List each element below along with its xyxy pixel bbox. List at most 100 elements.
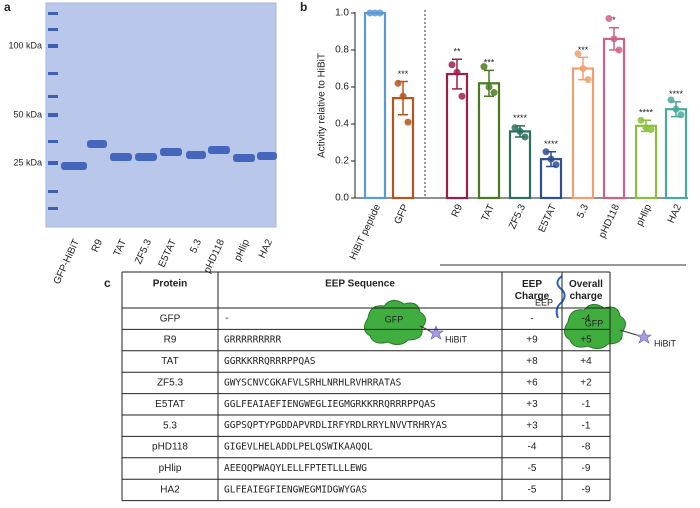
gel-band xyxy=(208,146,230,154)
table-cell: GGRKKRRQRRRPPQAS xyxy=(224,356,316,367)
bar xyxy=(508,130,532,200)
significance-label: **** xyxy=(544,139,559,149)
table-cell: GLFEAIEGFIENGWEGMIDGWYGAS xyxy=(224,484,367,495)
table-cell: +6 xyxy=(526,378,538,389)
y-tick-label: 0.4 xyxy=(335,119,349,130)
data-point xyxy=(448,61,456,69)
diagram-label: EEP xyxy=(535,297,553,307)
significance-label: *** xyxy=(578,45,589,55)
table-cell: +4 xyxy=(580,356,592,367)
data-point xyxy=(672,105,680,113)
table-header: EEP Charge xyxy=(515,279,550,302)
bar xyxy=(602,37,626,200)
lane-label: pHlip xyxy=(233,237,253,263)
table-cell: -1 xyxy=(582,399,591,410)
table-cell: HA2 xyxy=(160,485,180,496)
table-cell: GFP xyxy=(160,313,181,324)
bar xyxy=(477,82,501,200)
lane-label: HA2 xyxy=(257,237,275,260)
gel-band xyxy=(160,148,182,156)
data-point xyxy=(516,127,524,135)
data-point xyxy=(521,133,529,141)
y-tick-label: 0.2 xyxy=(335,156,349,167)
table-cell: +2 xyxy=(580,378,592,389)
table-cell: +3 xyxy=(526,399,538,410)
significance-label: ** xyxy=(453,47,461,57)
table-header: Protein xyxy=(153,279,187,290)
lane-label: E5TAT xyxy=(157,238,179,270)
panel-label: a xyxy=(4,0,11,14)
data-point xyxy=(552,161,560,169)
gel-band xyxy=(233,154,255,162)
y-axis-title: Activity relative to HiBiT xyxy=(317,53,328,158)
bar xyxy=(445,72,469,200)
table-cell: GRRRRRRRRR xyxy=(224,335,281,346)
data-point xyxy=(677,111,685,119)
data-point xyxy=(667,96,675,104)
table-cell: -9 xyxy=(582,485,591,496)
data-point xyxy=(605,15,613,23)
lane-label: TAT xyxy=(112,238,129,258)
table-cell: +9 xyxy=(526,335,538,346)
gel-band xyxy=(87,140,107,148)
table-cell: - xyxy=(224,313,230,324)
x-tick-label: HA2 xyxy=(666,202,684,225)
table-cell: pHlip xyxy=(159,463,182,474)
data-point xyxy=(394,79,402,87)
lane-label: 5.3 xyxy=(188,237,204,255)
table-cell: -9 xyxy=(582,463,591,474)
data-point xyxy=(485,83,493,91)
x-tick-label: GFP xyxy=(392,202,411,226)
data-point xyxy=(404,118,412,126)
panel-label: b xyxy=(300,0,307,14)
ladder xyxy=(48,12,58,210)
table-cell: GGLFEAIAEFIENGWEGLIEGMGRKKRRQRRRPPQAS xyxy=(224,399,436,410)
data-point xyxy=(371,9,379,17)
table-cell: -1 xyxy=(582,420,591,431)
table-cell: 5.3 xyxy=(163,420,177,431)
x-tick-label: pHD118 xyxy=(597,202,622,240)
table-cell: R9 xyxy=(164,335,177,346)
bar xyxy=(664,108,688,200)
gel-band xyxy=(135,153,157,161)
table-header: Overall charge xyxy=(569,279,603,302)
table-cell: GWYSCNVCGKAFVLSRHLNRHLRVHRRATAS xyxy=(224,377,402,388)
data-point xyxy=(579,65,587,72)
y-tick-label: 1.0 xyxy=(335,8,349,19)
data-point xyxy=(458,92,466,100)
table-cell: -5 xyxy=(528,463,537,474)
diagram-label: HiBiT xyxy=(445,334,468,344)
table-cell: - xyxy=(530,313,533,324)
data-point xyxy=(547,155,555,163)
y-tick-label: 0.8 xyxy=(335,45,349,56)
gel-band xyxy=(110,153,132,161)
table-cell: -4 xyxy=(528,442,537,453)
data-point xyxy=(480,63,488,71)
significance-label: * xyxy=(612,15,616,25)
data-point xyxy=(542,148,550,156)
data-point xyxy=(637,116,645,124)
table-cell: AEEQQPWAQYLELLFPTETLLLEWG xyxy=(224,463,367,474)
x-tick-label: R9 xyxy=(450,202,466,219)
table-cell: +5 xyxy=(580,335,592,346)
lane-label: GFP-HiBiT xyxy=(52,238,82,286)
lane-label: pHD118 xyxy=(202,237,227,275)
table-header: EEP Sequence xyxy=(325,279,395,290)
x-tick-label: HiBiT peptide xyxy=(348,202,383,261)
gel-band xyxy=(257,152,277,160)
ladder-label: 50 kDa xyxy=(13,109,42,119)
significance-label: **** xyxy=(639,108,654,118)
data-point xyxy=(647,126,655,134)
significance-label: *** xyxy=(484,58,495,68)
gel-border xyxy=(45,2,277,228)
data-point xyxy=(615,46,623,54)
gel-band xyxy=(61,162,87,170)
table-cell: pHD118 xyxy=(152,442,188,453)
diagram-label: HiBiT xyxy=(654,338,677,348)
bar xyxy=(634,124,658,200)
x-tick-label: TAT xyxy=(480,203,497,223)
significance-label: **** xyxy=(669,89,684,99)
data-point xyxy=(453,68,461,76)
lane-label: ZF5.3 xyxy=(133,237,154,266)
